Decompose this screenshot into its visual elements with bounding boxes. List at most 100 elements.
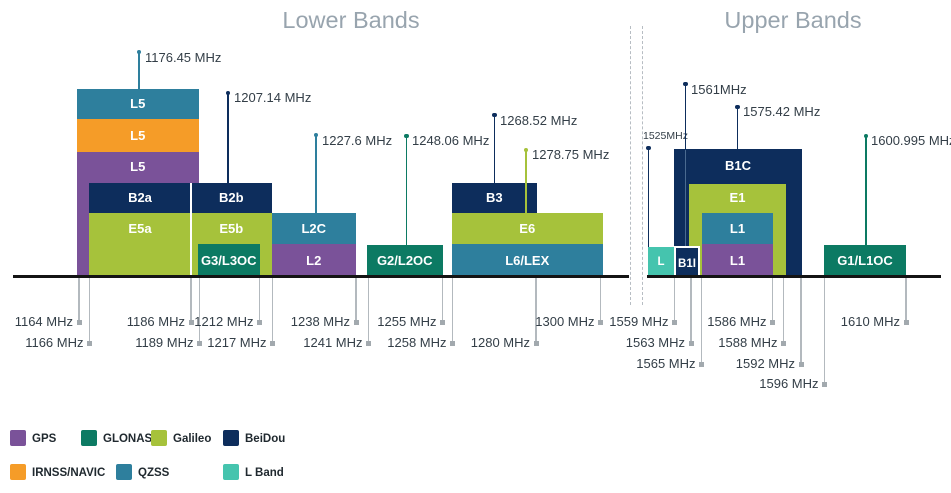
tick-line-1241MHz (367, 277, 370, 341)
axis-break-line-left (630, 26, 631, 305)
tick-line-1255MHz (441, 277, 444, 320)
tick-line-1189MHz (198, 277, 201, 341)
tick-line-1592MHz (800, 277, 802, 362)
tick-square-1238MHz (353, 319, 359, 325)
tick-square-1212MHz (257, 319, 262, 325)
band-box-g2l2oc-glonass: G2/L2OC (367, 245, 443, 277)
freq-dot-1600.995MHz (863, 133, 869, 139)
tick-line-1610MHz (905, 277, 907, 320)
upper-bands-title: Upper Bands (724, 7, 862, 33)
legend-swatch-gps (10, 430, 26, 446)
tick-square-1610MHz (903, 319, 909, 325)
tick-square-1588MHz (781, 340, 786, 346)
tick-line-1559MHz (673, 277, 676, 320)
freq-dot-1525MHz (646, 145, 651, 151)
tick-line-1217MHz (271, 277, 274, 341)
tick-value-label: 1610 MHz (840, 314, 900, 329)
band-label-l5: L5 (130, 159, 146, 174)
band-label-l: L (657, 256, 665, 268)
tick-line-1186MHz (190, 277, 192, 320)
tick-square-1164MHz (76, 319, 82, 325)
band-label-g3l3oc: G3/L3OC (200, 252, 257, 268)
band-label-b1c: B1C (724, 158, 751, 173)
tick-value-label: 1596 MHz (759, 376, 819, 391)
freq-value-label: 1268.52 MHz (500, 113, 578, 128)
tick-line-1300MHz (599, 277, 602, 320)
band-box-l5-qzss: L5 (77, 89, 199, 119)
tick-value-label: 1217 MHz (207, 335, 267, 350)
lower-bands-title: Lower Bands (282, 7, 420, 33)
tick-value-label: 1592 MHz (735, 356, 795, 371)
tick-value-label: 1238 MHz (290, 314, 350, 329)
tick-square-1563MHz (688, 340, 694, 346)
freq-dot-1176.45MHz (136, 49, 142, 55)
tick-square-1217MHz (270, 340, 275, 346)
freq-value-label: 1561MHz (691, 82, 747, 97)
tick-line-1565MHz (700, 277, 703, 362)
freq-value-label: 1600.995 MHz (871, 133, 951, 148)
freq-line-1600.995MHz (865, 136, 867, 245)
band-box-l1-qzss: L1 (702, 213, 773, 244)
freq-value-label: 1525MHz (643, 130, 688, 142)
freq-line-1176.45MHz (138, 52, 140, 89)
tick-value-label: 1212 MHz (194, 314, 254, 329)
tick-square-1280MHz (533, 340, 539, 346)
tick-line-1280MHz (535, 277, 537, 341)
legend-swatch-qzss (116, 464, 132, 480)
band-box-e6-galileo: E6 (452, 213, 603, 244)
freq-line-1248.06MHz (405, 136, 408, 245)
freq-dot-1268.52MHz (492, 112, 497, 118)
tick-square-1586MHz (770, 319, 775, 325)
b2a-b2b-divider (190, 183, 192, 277)
band-label-e6: E6 (519, 220, 536, 236)
tick-line-1586MHz (771, 277, 774, 320)
frequency-axis-upper (647, 274, 941, 278)
tick-square-1166MHz (87, 340, 92, 346)
freq-line-1561MHz-inner (684, 150, 687, 246)
band-label-l5: L5 (130, 96, 146, 111)
legend-swatch-beidou (223, 430, 239, 446)
tick-line-1212MHz (258, 277, 261, 320)
tick-square-1596MHz (822, 381, 827, 387)
tick-square-1189MHz (197, 340, 202, 346)
freq-line-1227.6MHz (315, 135, 317, 213)
tick-square-1255MHz (440, 319, 445, 325)
legend-label-gps: GPS (32, 433, 57, 445)
freq-dot-1575.42MHz (735, 104, 740, 110)
band-box-l5-irnss: L5 (77, 119, 199, 152)
tick-line-1164MHz (78, 277, 80, 320)
freq-dot-1278.75MHz (523, 147, 529, 153)
band-box-l2c-qzss: L2C (271, 213, 356, 244)
band-label-b2a: B2a (128, 190, 152, 205)
band-label-l6lex: L6/LEX (505, 252, 550, 268)
band-label-g1l1oc: G1/L1OC (837, 253, 893, 268)
tick-value-label: 1186 MHz (126, 314, 185, 329)
tick-value-label: 1189 MHz (135, 335, 194, 350)
tick-line-1563MHz (690, 277, 692, 341)
tick-square-1186MHz (188, 319, 194, 325)
band-label-l2: L2 (306, 252, 322, 268)
legend-swatch-galileo (151, 430, 167, 446)
band-label-b1i: B1I (678, 257, 696, 270)
freq-dot-1248.06MHz (404, 133, 409, 139)
freq-dot-1561MHz (683, 81, 688, 87)
legend-label-lband: L Band (245, 467, 284, 479)
band-box-l1-gps: L1 (702, 244, 773, 277)
band-box-l-lband: L (648, 247, 674, 277)
band-label-g2l2oc: G2/L2OC (376, 253, 433, 268)
band-box-b1i-beidou: B1I (674, 246, 700, 277)
freq-dot-1207.14MHz (225, 90, 231, 96)
tick-square-1300MHz (598, 319, 603, 325)
band-box-l6lex-qzss: L6/LEX (452, 244, 603, 277)
band-label-e5b: E5b (219, 221, 244, 236)
freq-line-1278.75MHz (525, 150, 527, 213)
axis-break-line-right (641, 26, 643, 305)
legend-swatch-lband (223, 464, 239, 480)
tick-value-label: 1563 MHz (625, 335, 685, 350)
band-label-e5a: E5a (128, 221, 152, 236)
tick-value-label: 1559 MHz (609, 314, 669, 329)
tick-value-label: 1300 MHz (535, 314, 595, 329)
tick-value-label: 1586 MHz (707, 314, 767, 329)
tick-line-1258MHz (451, 277, 454, 341)
